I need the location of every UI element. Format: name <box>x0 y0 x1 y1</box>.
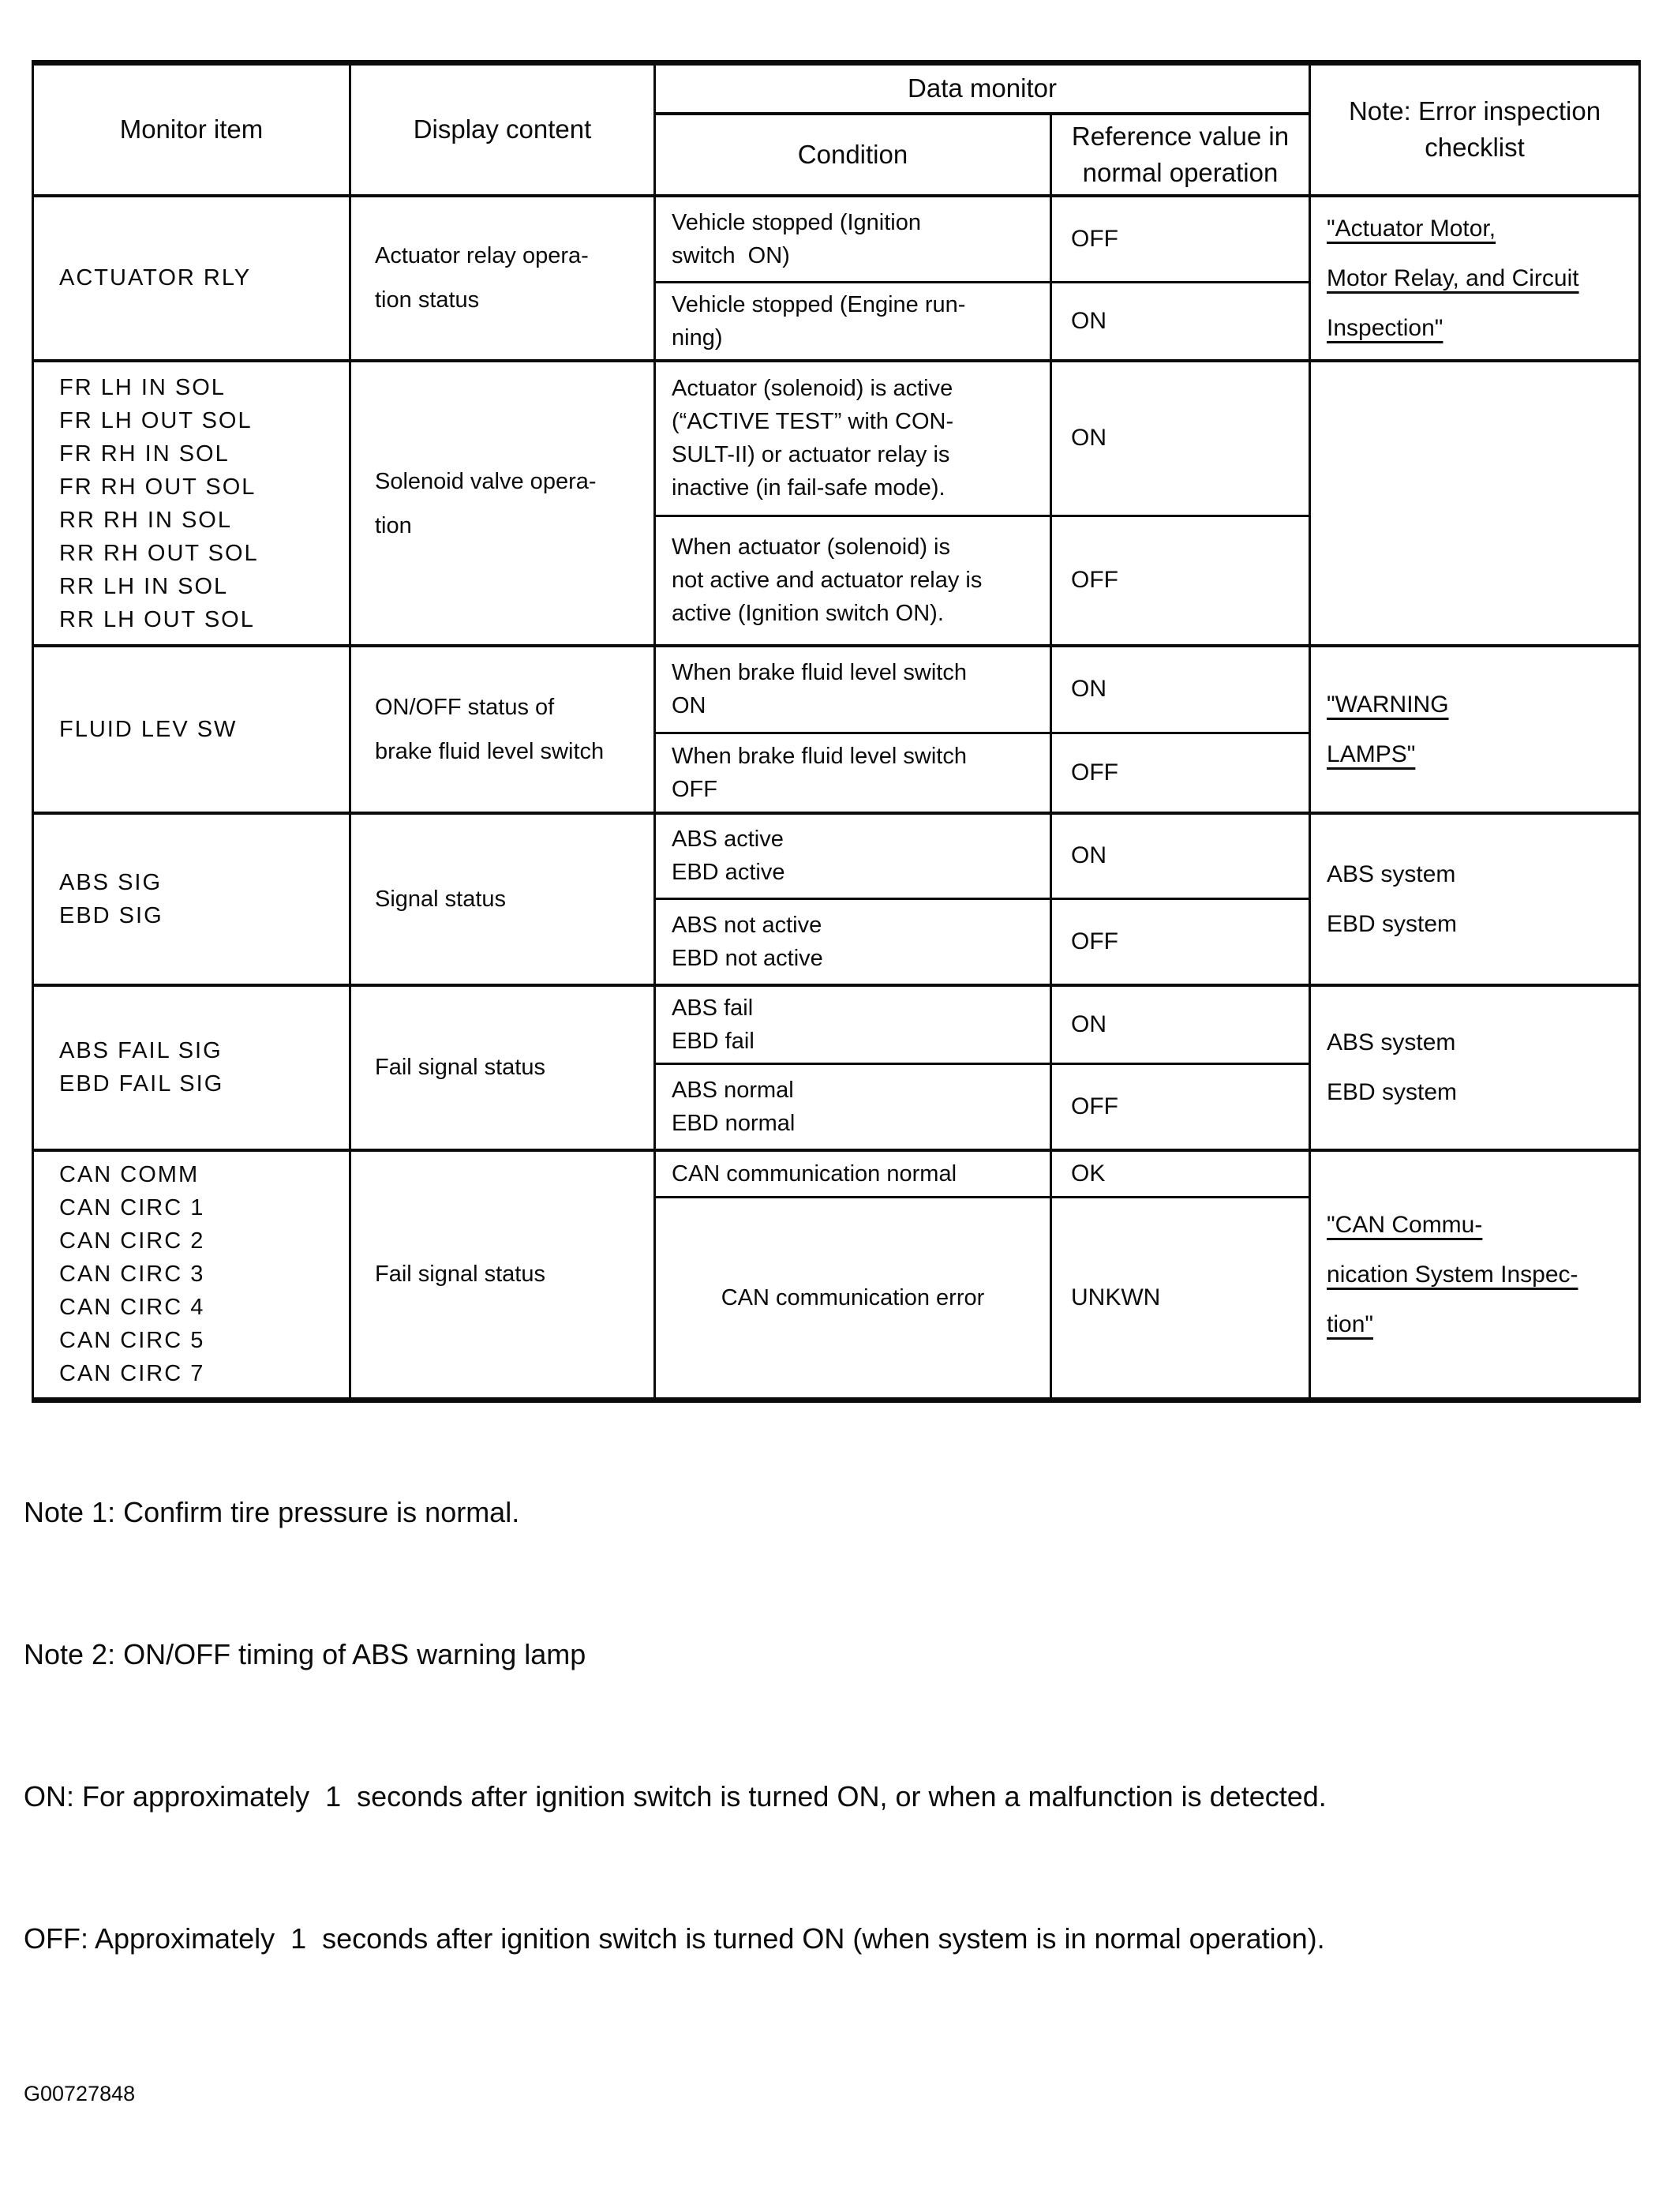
condition-cell: When brake fluid level switch ON <box>653 644 1052 734</box>
header-reference-value: Reference value in normal operation <box>1049 112 1312 197</box>
header-monitor-item: Monitor item <box>32 62 351 197</box>
condition-cell: Vehicle stopped (Ignition switch ON) <box>653 193 1052 283</box>
reference-value-cell: ON <box>1049 359 1312 517</box>
reference-value-cell: ON <box>1049 984 1312 1065</box>
reference-value-cell: OK <box>1049 1148 1312 1198</box>
note-link[interactable]: "Actuator Motor, Motor Relay, and Circui… <box>1327 215 1579 341</box>
monitor-item-cell: FLUID LEV SW <box>32 644 351 815</box>
display-content-cell: Fail signal status <box>349 984 656 1151</box>
condition-cell: ABS active EBD active <box>653 812 1052 900</box>
note-link[interactable]: "CAN Commu- nication System Inspec- tion… <box>1327 1211 1578 1337</box>
footer-notes: Note 1: Confirm tire pressure is normal.… <box>24 1394 1642 2212</box>
reference-value-cell: OFF <box>1049 193 1312 283</box>
condition-cell: Vehicle stopped (Engine run- ning) <box>653 281 1052 362</box>
display-content-cell: Signal status <box>349 812 656 987</box>
reference-value-cell: UNKWN <box>1049 1196 1312 1401</box>
condition-cell: ABS fail EBD fail <box>653 984 1052 1065</box>
note-cell: "CAN Commu- nication System Inspec- tion… <box>1309 1148 1642 1401</box>
reference-value-cell: OFF <box>1049 731 1312 815</box>
header-condition: Condition <box>653 112 1052 197</box>
monitor-item-cell: ABS FAIL SIG EBD FAIL SIG <box>32 984 351 1151</box>
note-cell: ABS system EBD system <box>1309 812 1642 987</box>
data-monitor-table: Monitor item Display content Data monito… <box>32 60 1642 1403</box>
display-content-cell: ON/OFF status of brake fluid level switc… <box>349 644 656 815</box>
condition-cell: Actuator (solenoid) is active (“ACTIVE T… <box>653 359 1052 517</box>
display-content-cell: Fail signal status <box>349 1148 656 1401</box>
reference-value-cell: ON <box>1049 812 1312 900</box>
condition-cell: CAN communication normal <box>653 1148 1052 1198</box>
condition-cell: When brake fluid level switch OFF <box>653 731 1052 815</box>
monitor-item-cell: CAN COMM CAN CIRC 1 CAN CIRC 2 CAN CIRC … <box>32 1148 351 1401</box>
footer-note-1: Note 1: Confirm tire pressure is normal. <box>24 1496 520 1528</box>
reference-value-cell: OFF <box>1049 897 1312 987</box>
monitor-item-cell: ABS SIG EBD SIG <box>32 812 351 987</box>
display-content-cell: Solenoid valve opera- tion <box>349 359 656 647</box>
header-display-content: Display content <box>349 62 656 197</box>
header-data-monitor: Data monitor <box>653 62 1312 115</box>
monitor-item-cell: FR LH IN SOL FR LH OUT SOL FR RH IN SOL … <box>32 359 351 647</box>
condition-cell: CAN communication error <box>653 1196 1052 1401</box>
condition-cell: When actuator (solenoid) is not active a… <box>653 514 1052 647</box>
reference-value-cell: ON <box>1049 644 1312 734</box>
reference-value-cell: OFF <box>1049 514 1312 647</box>
note-cell <box>1309 359 1642 647</box>
footer-off-timing: OFF: Approximately 1 seconds after ignit… <box>24 1922 1325 1955</box>
monitor-item-cell: ACTUATOR RLY <box>32 193 351 362</box>
reference-value-cell: ON <box>1049 281 1312 362</box>
display-content-cell: Actuator relay opera- tion status <box>349 193 656 362</box>
note-link[interactable]: "WARNING LAMPS" <box>1327 692 1449 767</box>
note-cell: ABS system EBD system <box>1309 984 1642 1151</box>
condition-cell: ABS not active EBD not active <box>653 897 1052 987</box>
note-cell: "Actuator Motor, Motor Relay, and Circui… <box>1309 193 1642 362</box>
figure-id: G00727848 <box>24 2082 136 2105</box>
footer-note-2: Note 2: ON/OFF timing of ABS warning lam… <box>24 1638 586 1670</box>
condition-cell: ABS normal EBD normal <box>653 1063 1052 1151</box>
footer-on-timing: ON: For approximately 1 seconds after ig… <box>24 1780 1327 1813</box>
header-note-checklist: Note: Error inspection checklist <box>1309 62 1642 197</box>
note-cell: "WARNING LAMPS" <box>1309 644 1642 815</box>
document-page: Monitor item Display content Data monito… <box>24 60 1642 2105</box>
reference-value-cell: OFF <box>1049 1063 1312 1151</box>
